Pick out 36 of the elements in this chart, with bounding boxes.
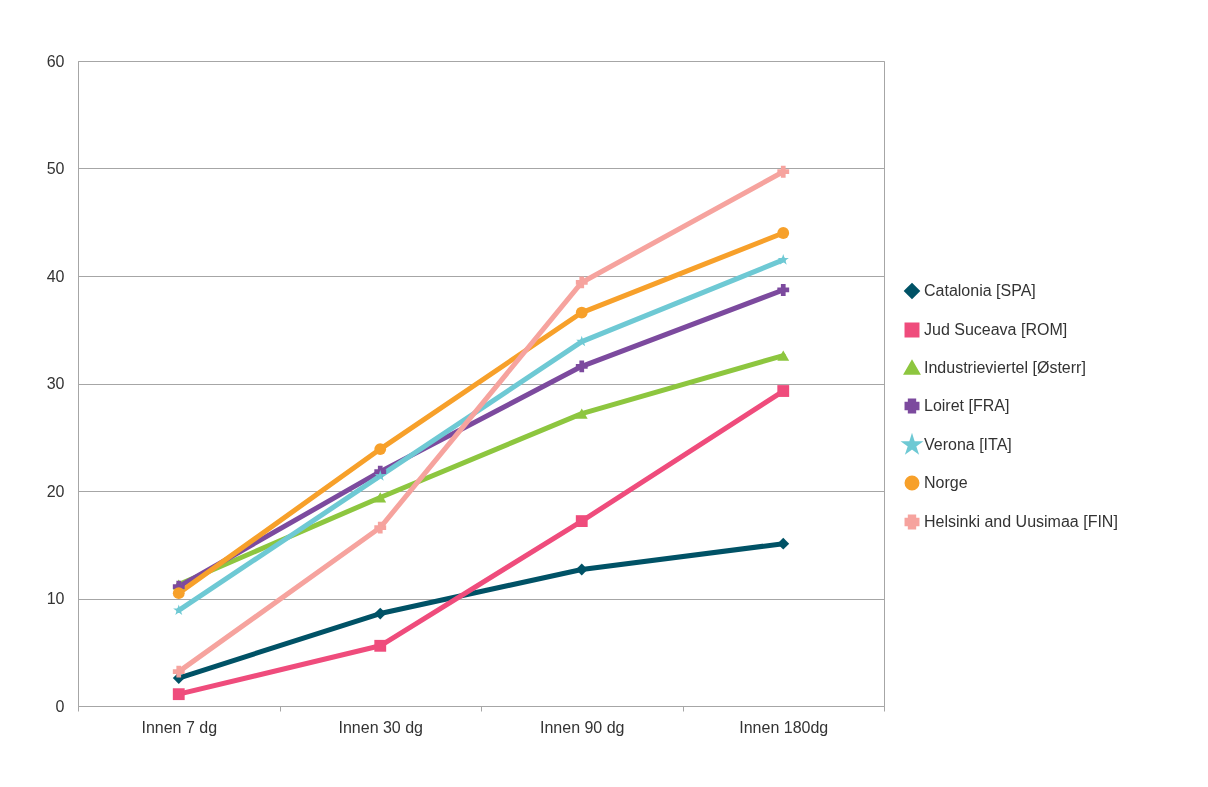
point xyxy=(172,688,185,701)
y-tick-label: 50 xyxy=(46,160,65,177)
y-tick-label: 10 xyxy=(46,590,65,607)
point xyxy=(172,587,185,600)
point xyxy=(777,227,790,239)
legend-label: Helsinki and Uusimaa [FIN] xyxy=(924,513,1118,530)
point xyxy=(777,253,789,265)
legend-label: Jud Suceava [ROM] xyxy=(924,321,1068,338)
point xyxy=(374,521,387,534)
x-tick-label: Innen 90 dg xyxy=(539,718,625,736)
legend-label: Loiret [FRA] xyxy=(924,397,1010,414)
point xyxy=(575,515,588,528)
x-tick-label: Innen 30 dg xyxy=(338,718,424,736)
x-tick-label: Innen 7 dg xyxy=(141,718,218,736)
legend-label: Industrieviertel [Østerr] xyxy=(924,359,1086,376)
point xyxy=(777,165,790,178)
point xyxy=(575,408,588,419)
y-tick-label: 40 xyxy=(46,267,65,285)
point xyxy=(575,306,588,319)
y-tick-label: 20 xyxy=(46,482,65,500)
point xyxy=(575,360,588,373)
point xyxy=(575,276,588,289)
point xyxy=(777,284,790,296)
legend-label: Catalonia [SPA] xyxy=(924,282,1036,299)
y-tick-label: 0 xyxy=(55,697,65,715)
legend-label: Verona [ITA] xyxy=(924,436,1012,453)
x-tick-label: Innen 180dg xyxy=(739,718,829,736)
point xyxy=(374,492,387,503)
legend-label: Norge xyxy=(924,474,968,491)
point xyxy=(374,639,387,652)
point xyxy=(374,443,387,455)
point xyxy=(172,665,185,678)
y-tick-label: 30 xyxy=(46,375,65,392)
point xyxy=(777,385,790,397)
point xyxy=(777,350,790,361)
y-tick-label: 60 xyxy=(46,52,65,70)
